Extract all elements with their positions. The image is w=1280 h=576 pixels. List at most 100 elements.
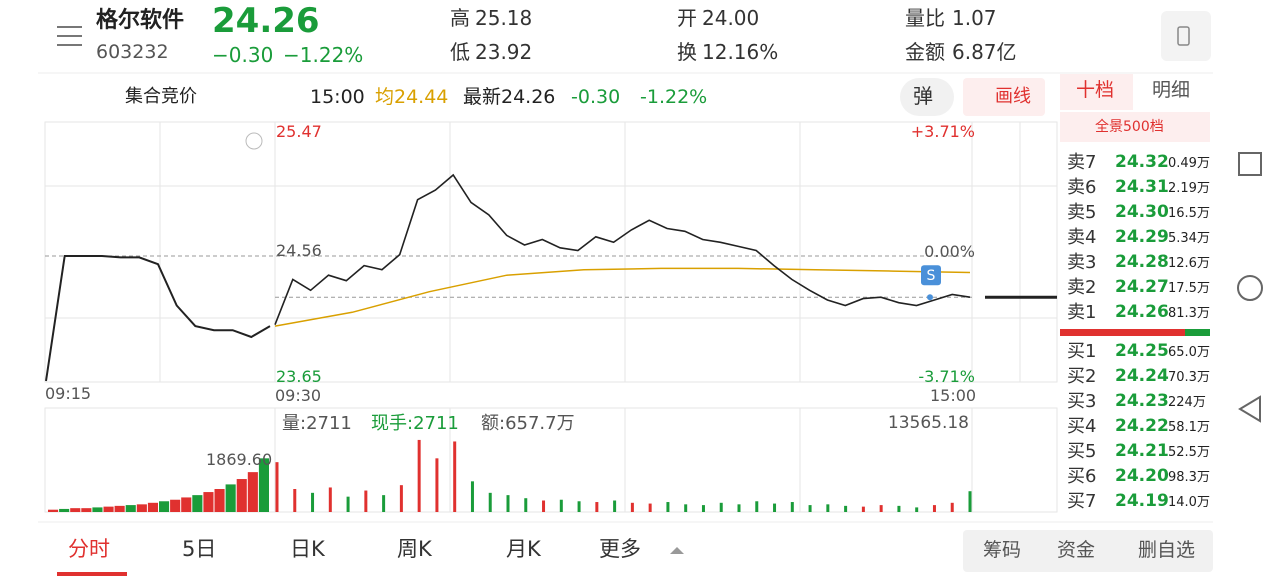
price-top: 25.47 xyxy=(276,122,322,141)
book-label: 卖5 xyxy=(1067,202,1097,223)
pre-volume-bar xyxy=(181,497,192,512)
volume-bar xyxy=(524,498,528,512)
volume-bar xyxy=(470,481,474,512)
auction-label: 集合竞价 xyxy=(125,86,197,107)
popup-button[interactable] xyxy=(900,78,954,116)
book-label: 买2 xyxy=(1067,366,1097,387)
pre-volume-bar xyxy=(214,488,225,512)
book-label: 买6 xyxy=(1067,466,1097,487)
pre-price-line xyxy=(45,255,271,382)
pre-volume-bar xyxy=(236,479,247,512)
avg-line xyxy=(274,267,971,327)
action[interactable]: 资金 xyxy=(1057,539,1096,561)
volume-bar xyxy=(506,495,510,512)
book-volume: 98.3万 xyxy=(1168,470,1210,485)
book-divider xyxy=(1060,329,1210,336)
pre-volume-max: 1869.60 xyxy=(206,450,273,469)
book-price: 24.26 xyxy=(1115,302,1169,322)
book-price: 24.25 xyxy=(1115,341,1169,361)
volume-bar xyxy=(364,490,368,512)
book-label: 卖6 xyxy=(1067,177,1097,198)
book-tab[interactable]: 明细 xyxy=(1152,79,1191,101)
draw-label[interactable]: 画线 xyxy=(995,86,1031,107)
volume-bar xyxy=(915,507,919,512)
pre-volume-bar xyxy=(92,507,103,512)
nav-recent[interactable] xyxy=(1238,152,1262,176)
volume-bar xyxy=(968,491,972,512)
book-volume: 2.19万 xyxy=(1168,181,1210,196)
time-open: 09:30 xyxy=(275,386,322,405)
volume-bar xyxy=(613,500,617,512)
bottom-tab[interactable]: 周K xyxy=(397,537,432,561)
stat-label: 金额 xyxy=(905,40,945,64)
action[interactable]: 筹码 xyxy=(983,539,1022,561)
stat-label: 低 xyxy=(450,40,470,64)
book-label: 买7 xyxy=(1067,491,1097,512)
book-tab[interactable]: 十档 xyxy=(1076,79,1115,101)
volume-bar xyxy=(577,501,581,512)
volume-bar xyxy=(648,503,652,512)
help-icon[interactable] xyxy=(245,132,263,150)
book-volume: 0.49万 xyxy=(1168,156,1210,171)
time-start: 09:15 xyxy=(45,384,92,403)
popup-label[interactable]: 弹 xyxy=(913,84,933,108)
book-label: 买5 xyxy=(1067,441,1097,462)
pre-volume-bar xyxy=(103,506,114,512)
stat-value: 23.92 xyxy=(475,40,533,64)
book-label: 卖2 xyxy=(1067,277,1097,298)
book-volume: 16.5万 xyxy=(1168,206,1210,221)
volume-max: 13565.18 xyxy=(887,413,969,433)
book-price: 24.29 xyxy=(1115,227,1169,247)
bottom-tab[interactable]: 分时 xyxy=(68,537,110,561)
volume-bar xyxy=(275,462,279,512)
nav-back[interactable] xyxy=(1238,395,1261,423)
pre-volume-bar xyxy=(147,502,158,512)
time-close: 15:00 xyxy=(930,386,977,405)
device-button[interactable] xyxy=(1161,11,1211,61)
volume-bar xyxy=(595,502,599,512)
volume-bar xyxy=(861,506,865,512)
volume-bar xyxy=(666,502,670,512)
volume-bar xyxy=(808,505,812,512)
volume-bar xyxy=(399,485,403,512)
more-arrow[interactable] xyxy=(670,547,684,554)
info-change: -0.30 xyxy=(571,86,621,108)
volume-bar xyxy=(417,439,421,512)
stat-value: 12.16% xyxy=(702,40,779,64)
book-price: 24.30 xyxy=(1115,202,1169,222)
stat-value: 25.18 xyxy=(475,6,533,30)
volume-bar xyxy=(382,495,386,512)
volume-bar xyxy=(311,492,315,512)
bottom-tab[interactable]: 月K xyxy=(506,537,541,561)
stat-value: 6.87亿 xyxy=(952,40,1017,64)
stat-label: 高 xyxy=(450,6,470,30)
volume-bar xyxy=(773,503,777,512)
pre-volume-bar xyxy=(81,508,92,512)
info-time: 15:00 xyxy=(310,86,365,108)
action[interactable]: 删自选 xyxy=(1138,539,1196,561)
volume-bar xyxy=(897,505,901,512)
book-divider-green xyxy=(1185,329,1210,336)
nav-home[interactable] xyxy=(1237,275,1263,301)
book-price: 24.24 xyxy=(1115,366,1169,386)
draw-button[interactable] xyxy=(963,78,1045,116)
grid xyxy=(44,121,1058,513)
volume-bar xyxy=(879,505,883,512)
stat-label: 开 xyxy=(677,6,697,30)
pre-volume-bar xyxy=(59,508,70,512)
volume-bar xyxy=(826,504,830,512)
bottom-tab[interactable]: 5日 xyxy=(182,537,217,561)
info-latest: 最新24.26 xyxy=(463,86,556,108)
bottom-tab[interactable]: 更多 xyxy=(599,537,641,561)
bottom-tab[interactable]: 日K xyxy=(290,537,325,561)
depth-bg xyxy=(1060,112,1210,142)
volume-bar xyxy=(488,492,492,512)
pct-bottom: -3.71% xyxy=(918,367,975,386)
pre-volume-bar xyxy=(225,484,236,512)
book-label: 卖3 xyxy=(1067,252,1097,273)
pct-top: +3.71% xyxy=(910,122,975,141)
book-price: 24.28 xyxy=(1115,252,1169,272)
book-price: 24.22 xyxy=(1115,416,1169,436)
depth-label[interactable]: 全景500档 xyxy=(1095,119,1164,135)
book-label: 买3 xyxy=(1067,391,1097,412)
